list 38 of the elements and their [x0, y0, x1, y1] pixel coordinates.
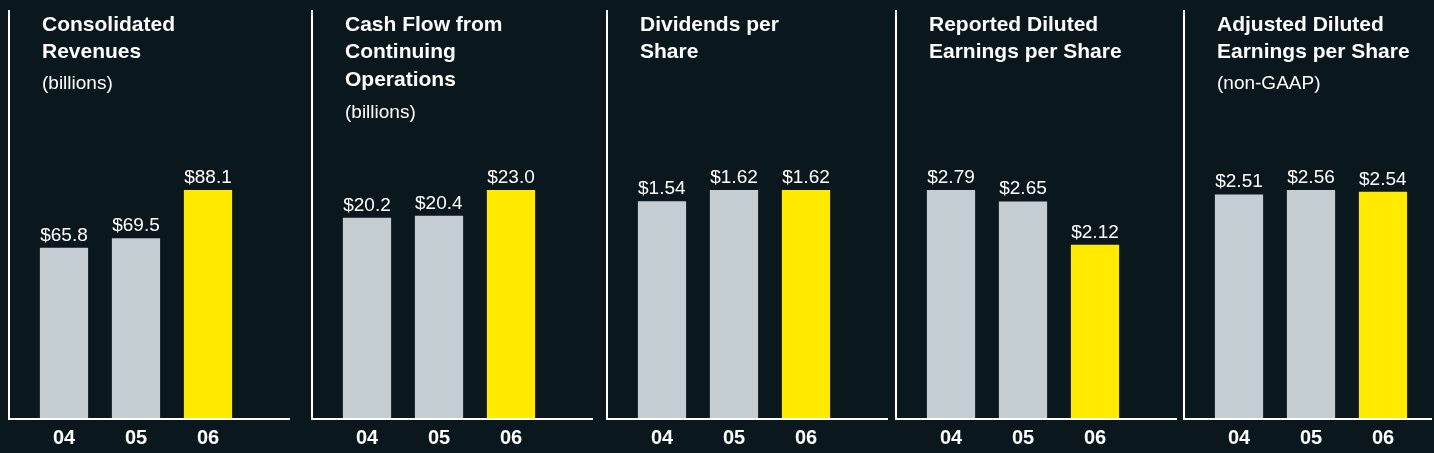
x-tick-label: 04: [650, 425, 674, 448]
x-tick-label: 05: [722, 425, 746, 448]
x-tick-label: 04: [939, 425, 963, 448]
chart-subtitle: (billions): [345, 101, 416, 122]
chart-title: Adjusted Diluted Earnings per Share: [1217, 12, 1410, 63]
data-label: $2.51: [1215, 170, 1263, 192]
x-tick-label: 05: [124, 425, 148, 448]
x-tick-label: 06: [1371, 425, 1395, 448]
chart-title: Cash Flow from Continuing Operations: [345, 12, 503, 90]
data-label: $88.1: [184, 166, 232, 187]
chart-title: Consolidated Revenues: [42, 12, 176, 63]
x-tick-label: 04: [355, 425, 379, 448]
chart-title: Reported Diluted Earnings per Share: [929, 12, 1122, 63]
data-label: $23.0: [487, 166, 535, 187]
x-tick-label: 05: [1299, 425, 1323, 448]
x-tick-label: 04: [52, 425, 76, 448]
data-label: $20.4: [415, 191, 463, 213]
x-tick-label: 04: [1227, 425, 1251, 448]
x-tick-label: 06: [196, 425, 220, 448]
data-label: $20.2: [343, 193, 391, 215]
data-label: $1.54: [638, 177, 686, 199]
x-tick-label: 05: [427, 425, 451, 448]
data-label: $65.8: [40, 223, 88, 245]
chart-title: Dividends per Share: [640, 12, 779, 63]
data-label: $2.79: [927, 166, 975, 187]
chart-subtitle: (billions): [42, 72, 113, 93]
chart-subtitle: (non-GAAP): [1217, 72, 1321, 93]
x-tick-label: 06: [794, 425, 818, 448]
x-tick-label: 05: [1011, 425, 1035, 448]
data-label: $2.54: [1359, 167, 1407, 189]
x-tick-label: 06: [499, 425, 523, 448]
data-label: $69.5: [112, 214, 160, 236]
data-label: $2.65: [999, 177, 1047, 199]
data-label: $2.56: [1287, 166, 1335, 187]
data-label: $1.62: [782, 166, 830, 187]
data-label: $2.12: [1071, 220, 1119, 242]
data-label: $1.62: [710, 166, 758, 187]
x-tick-label: 06: [1083, 425, 1107, 448]
